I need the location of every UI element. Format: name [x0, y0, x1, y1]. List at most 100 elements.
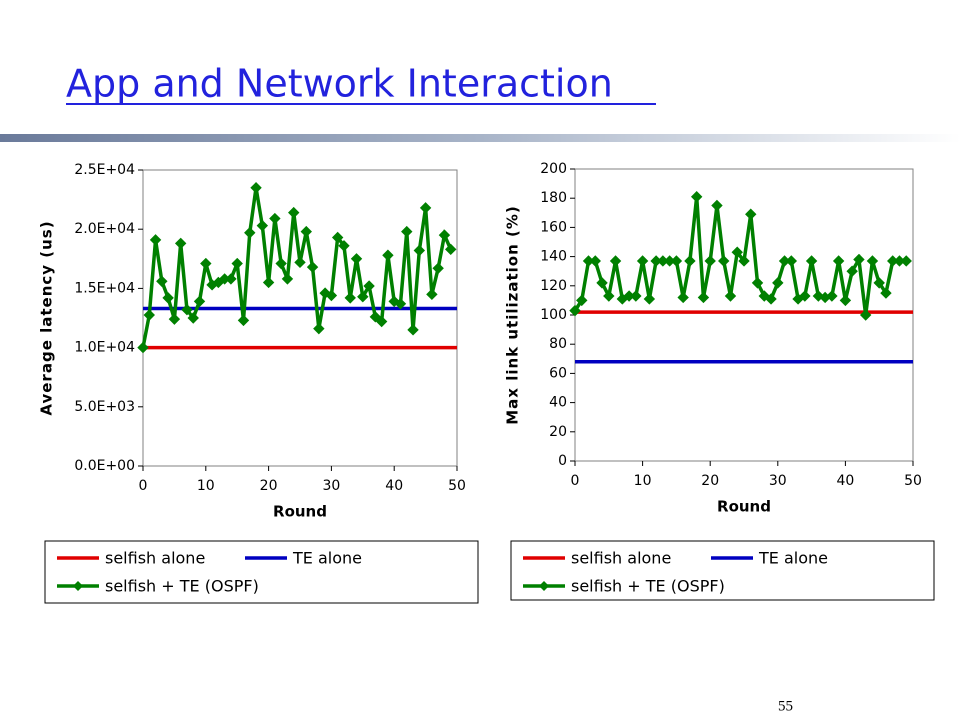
marker [724, 290, 737, 302]
y-tick-label: 5.0E+03 [74, 399, 135, 415]
marker [900, 255, 912, 267]
marker [162, 292, 174, 304]
marker [765, 293, 777, 305]
marker [281, 273, 294, 285]
y-tick-label: 160 [540, 219, 567, 235]
marker [256, 219, 269, 232]
y-axis-label: Max link utilization (%) [504, 205, 522, 425]
marker [745, 208, 757, 220]
marker [596, 277, 608, 289]
marker [785, 255, 798, 267]
legend-label: TE alone [292, 549, 362, 568]
legend-marker [539, 581, 549, 591]
marker [181, 304, 193, 316]
marker [156, 275, 168, 288]
y-tick-label: 2.5E+04 [74, 162, 135, 178]
y-axis-label: Average latency (us) [38, 220, 56, 415]
marker [643, 293, 656, 305]
x-tick-label: 30 [322, 478, 340, 494]
marker [187, 312, 199, 324]
marker [237, 314, 250, 327]
marker [288, 206, 300, 219]
marker [866, 255, 879, 267]
slide-title: App and Network Interaction [66, 62, 613, 106]
marker [873, 277, 885, 289]
marker [369, 311, 382, 323]
marker [375, 315, 388, 328]
marker [401, 225, 413, 238]
marker [269, 212, 281, 225]
marker [174, 237, 187, 250]
y-tick-label: 1.0E+04 [74, 340, 135, 356]
y-tick-label: 200 [540, 161, 567, 177]
marker [168, 313, 181, 325]
x-axis-label: Round [273, 503, 327, 521]
marker [704, 255, 716, 267]
y-tick-label: 60 [549, 365, 567, 381]
marker [731, 246, 743, 258]
marker [839, 294, 852, 307]
y-tick-label: 2.0E+04 [74, 221, 135, 237]
x-tick-label: 40 [385, 478, 403, 494]
y-tick-label: 100 [540, 307, 567, 323]
marker [331, 231, 344, 244]
marker [200, 257, 212, 270]
marker [250, 182, 262, 194]
marker [407, 324, 419, 336]
y-tick-label: 180 [540, 190, 567, 206]
marker [193, 295, 206, 308]
x-tick-label: 50 [904, 473, 922, 489]
legend-box [510, 540, 935, 601]
marker [846, 265, 858, 277]
marker [603, 290, 615, 302]
marker [697, 291, 710, 304]
marker [357, 290, 369, 303]
x-axis-label: Round [717, 498, 771, 516]
page-number: 55 [778, 698, 793, 714]
marker [799, 290, 811, 302]
marker [670, 255, 683, 267]
x-tick-label: 20 [701, 473, 719, 489]
marker [853, 253, 865, 266]
marker [630, 290, 642, 302]
marker [432, 262, 444, 274]
x-tick-label: 20 [260, 478, 278, 494]
legend-box [44, 540, 479, 604]
marker [772, 277, 784, 289]
marker [325, 289, 338, 302]
legend-label: selfish + TE (OSPF) [571, 577, 725, 596]
marker [344, 292, 356, 304]
y-tick-label: 0.0E+00 [74, 458, 135, 474]
chart: 0 20 40 60 80 100 120 140 160 180 200 0 10 20 30 40 50 Ro… [504, 161, 935, 601]
legend-label: selfish alone [571, 549, 671, 568]
marker [576, 294, 588, 307]
x-tick-label: 10 [634, 473, 652, 489]
marker [231, 257, 243, 270]
chart: 0.0E+00 5.0E+03 1.0E+04 1.5E+04 2.0E+04 2.5E+… [38, 162, 479, 604]
legend-label: TE alone [758, 549, 828, 568]
x-tick-label: 30 [769, 473, 787, 489]
marker [751, 277, 764, 289]
marker [382, 249, 394, 261]
marker [225, 273, 237, 285]
y-tick-label: 20 [549, 424, 567, 440]
legend-marker [73, 581, 83, 591]
y-tick-label: 40 [549, 395, 567, 411]
x-tick-label: 0 [139, 478, 148, 494]
y-tick-label: 140 [540, 249, 567, 265]
y-tick-label: 120 [540, 278, 567, 294]
legend-label: selfish + TE (OSPF) [105, 577, 259, 596]
marker [294, 256, 306, 269]
marker [805, 255, 818, 267]
marker [394, 298, 407, 310]
marker [690, 191, 703, 203]
marker [300, 225, 312, 238]
divider-bar [0, 134, 961, 142]
x-tick-label: 40 [836, 473, 854, 489]
marker [445, 243, 457, 256]
marker [275, 257, 287, 270]
marker [609, 255, 622, 267]
marker [363, 280, 375, 292]
marker [149, 234, 162, 246]
